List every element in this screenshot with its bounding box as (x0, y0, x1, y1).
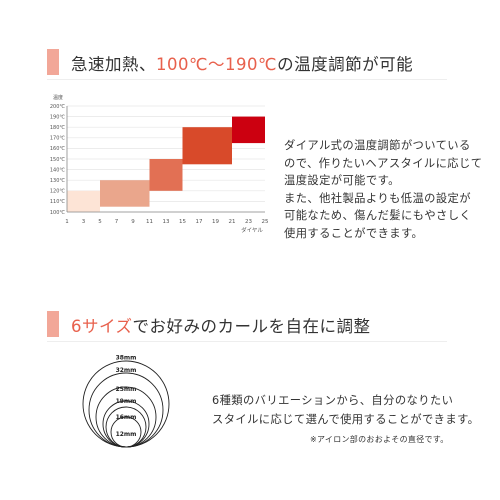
x-tick-label: 15 (179, 219, 186, 225)
temperature-description: ダイアル式の温度調節がついている ので、作りたいヘアスタイルに応じて 温度設定が… (284, 137, 482, 242)
description-line: 使用することができます。 (284, 226, 424, 240)
x-axis-label: ダイヤル (241, 226, 263, 234)
size-label: 16mm (116, 414, 137, 421)
description-line: 可能なため、傷んだ髪にもやさしく (284, 209, 472, 222)
y-axis-label: 温度 (53, 94, 63, 101)
section-title-sizes: 6サイズでお好みのカールを自在に調整 (71, 313, 371, 337)
size-label: 19mm (116, 398, 137, 405)
x-tick-label: 5 (98, 219, 102, 225)
size-circles-diagram: 38mm 32mm 25mm 19mm 16mm 12mm (82, 355, 170, 448)
header-divider (47, 341, 447, 342)
y-tick-label: 180℃ (50, 125, 66, 131)
x-tick-label: 3 (82, 219, 86, 225)
x-tick-label: 7 (115, 219, 119, 225)
sizes-description: 6種類のバリエーションから、自分のなりたい スタイルに応じて選んで使用することが… (212, 391, 479, 429)
description-line: 6種類のバリエーションから、自分のなりたい (212, 394, 454, 407)
header-accent-bar (47, 311, 59, 337)
x-tick-label: 23 (245, 219, 252, 225)
x-tick-label: 11 (146, 219, 153, 225)
x-tick-label: 19 (212, 219, 219, 225)
size-circle-12mm (110, 416, 142, 448)
description-line: ダイアル式の温度調節がついている (284, 139, 471, 152)
y-tick-label: 150℃ (50, 157, 66, 163)
diameter-note: ※アイロン部のおおよその直径です。 (310, 435, 449, 444)
header-divider (47, 79, 447, 80)
x-tick-label: 1 (65, 219, 69, 225)
y-tick-label: 100℃ (50, 210, 66, 216)
title-accent: 6サイズ (71, 317, 133, 336)
section-header-temperature: 急速加熱、100℃〜190℃の温度調節が可能 (47, 49, 447, 80)
y-tick-label: 120℃ (50, 189, 66, 195)
x-tick-label: 9 (131, 219, 135, 225)
description-line: ので、作りたいヘアスタイルに応じて (284, 156, 483, 170)
y-tick-label: 190℃ (50, 114, 66, 120)
temperature-band (67, 190, 100, 212)
size-circle-19mm (102, 400, 150, 448)
x-tick-label: 17 (196, 219, 203, 225)
temperature-band (232, 116, 265, 144)
y-tick-label: 170℃ (50, 136, 66, 142)
title-suffix: でお好みのカールを自在に調整 (132, 317, 371, 336)
title-prefix: 急速加熱、 (71, 55, 156, 74)
y-tick-label: 110℃ (50, 199, 66, 205)
title-accent: 100℃〜190℃ (156, 55, 278, 74)
x-tick-label: 25 (262, 219, 269, 225)
section-header-sizes: 6サイズでお好みのカールを自在に調整 (47, 311, 447, 342)
y-tick-label: 130℃ (50, 178, 66, 184)
temperature-band (182, 127, 232, 165)
x-tick-label: 13 (163, 219, 170, 225)
size-label: 12mm (116, 431, 137, 438)
description-line: また、他社製品よりも低温の設定が (284, 191, 471, 205)
y-tick-label: 160℃ (50, 146, 66, 152)
y-tick-label: 140℃ (50, 167, 66, 173)
size-label: 38mm (116, 355, 137, 362)
section-title-temperature: 急速加熱、100℃〜190℃の温度調節が可能 (71, 51, 413, 75)
temperature-band (149, 159, 183, 191)
y-tick-label: 200℃ (50, 104, 66, 110)
description-line: 温度設定が可能です。 (284, 174, 400, 187)
header-accent-bar (47, 49, 59, 75)
x-tick-label: 21 (229, 219, 236, 225)
size-label: 32mm (116, 367, 137, 374)
temperature-band (100, 180, 150, 207)
size-label: 25mm (116, 386, 137, 393)
description-line: スタイルに応じて選んで使用することができます。 (212, 413, 480, 426)
title-suffix: の温度調節が可能 (277, 55, 414, 74)
